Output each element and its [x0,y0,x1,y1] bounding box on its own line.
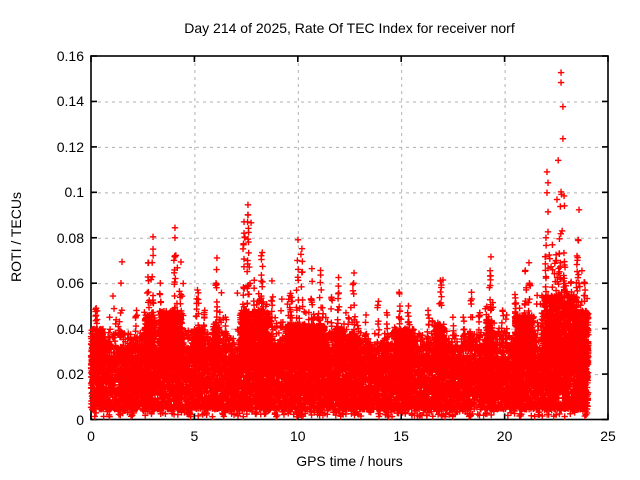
chart-title: Day 214 of 2025, Rate Of TEC Index for r… [184,20,515,36]
y-tick-label: 0.02 [56,366,84,383]
x-tick-label: 25 [600,428,616,444]
y-tick-label: 0 [76,411,84,428]
y-tick-label: 0.14 [56,93,84,110]
x-tick-label: 15 [393,428,409,444]
x-tick-label: 10 [290,428,306,444]
y-tick-label: 0.04 [56,320,84,337]
y-tick-label: 0.06 [56,275,84,292]
y-tick-label: 0.08 [56,229,84,246]
y-tick-label: 0.1 [64,184,84,201]
x-tick-label: 5 [190,428,199,444]
y-tick-label: 0.16 [56,48,84,64]
x-tick-label: 20 [496,428,513,444]
x-tick-label: 0 [87,428,95,444]
y-tick-label: 0.12 [56,138,84,155]
x-axis-label: GPS time / hours [296,453,403,469]
